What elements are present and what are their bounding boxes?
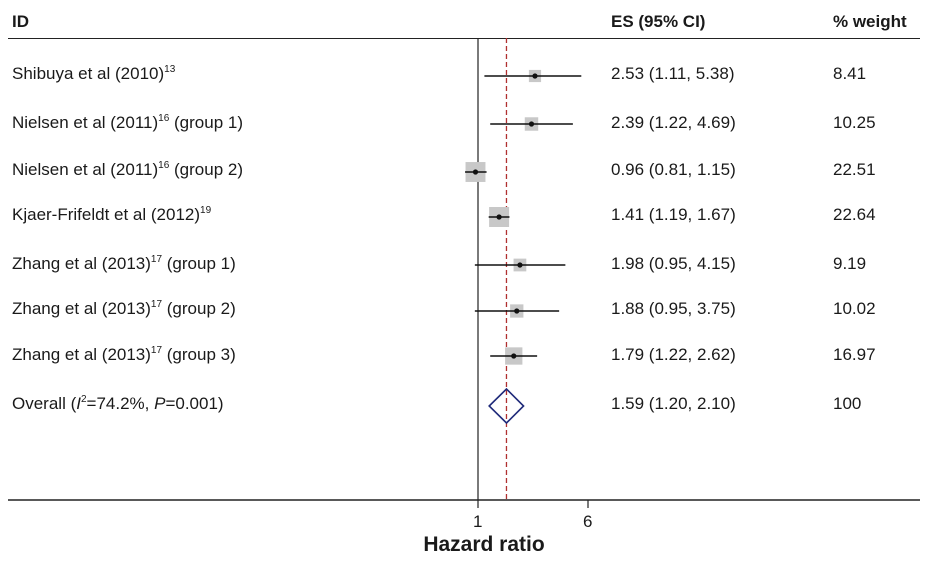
overall-diamond <box>488 387 525 425</box>
study-es: 1.41 (1.19, 1.67) <box>611 205 736 224</box>
overall-weight: 100 <box>833 394 862 413</box>
study-label: Nielsen et al (2011)16 (group 1) <box>12 113 243 132</box>
point-estimate <box>514 308 520 314</box>
overall-label: Overall (I2=74.2%, P=0.001) <box>12 394 224 413</box>
point-estimate <box>532 73 538 79</box>
study-weight: 9.19 <box>833 254 867 273</box>
point-estimate <box>496 214 502 220</box>
point-estimate <box>472 169 479 175</box>
study-es: 1.98 (0.95, 4.15) <box>611 254 736 273</box>
study-es: 1.88 (0.95, 3.75) <box>611 299 736 318</box>
study-es: 1.79 (1.22, 2.62) <box>611 345 736 364</box>
study-label: Zhang et al (2013)17 (group 2) <box>12 299 236 318</box>
study-label: Shibuya et al (2010)13 <box>12 64 176 83</box>
weight-column-header: % weight <box>833 12 907 31</box>
x-axis-label: Hazard ratio <box>423 533 545 556</box>
study-label: Nielsen et al (2011)16 (group 2) <box>12 160 243 179</box>
study-weight: 10.02 <box>833 299 876 318</box>
study-es: 2.53 (1.11, 5.38) <box>611 64 735 83</box>
point-estimate <box>528 121 535 127</box>
study-weight: 22.64 <box>833 205 876 224</box>
id-column-header: ID <box>12 12 29 31</box>
study-es: 2.39 (1.22, 4.69) <box>611 113 736 132</box>
point-estimate <box>511 353 517 359</box>
study-weight: 16.97 <box>833 345 876 364</box>
study-label: Zhang et al (2013)17 (group 1) <box>12 254 236 273</box>
study-weight: 8.41 <box>833 64 867 83</box>
study-es: 0.96 (0.81, 1.15) <box>611 160 736 179</box>
x-tick-label: 6 <box>583 512 593 531</box>
study-label: Kjaer-Frifeldt et al (2012)19 <box>12 205 212 224</box>
overall-es: 1.59 (1.20, 2.10) <box>611 394 736 413</box>
point-estimate <box>517 262 523 268</box>
es-column-header: ES (95% CI) <box>611 12 706 31</box>
study-weight: 22.51 <box>833 160 876 179</box>
study-label: Zhang et al (2013)17 (group 3) <box>12 345 236 364</box>
study-weight: 10.25 <box>833 113 876 132</box>
header-rule <box>8 38 920 39</box>
x-tick-label: 1 <box>473 512 483 531</box>
